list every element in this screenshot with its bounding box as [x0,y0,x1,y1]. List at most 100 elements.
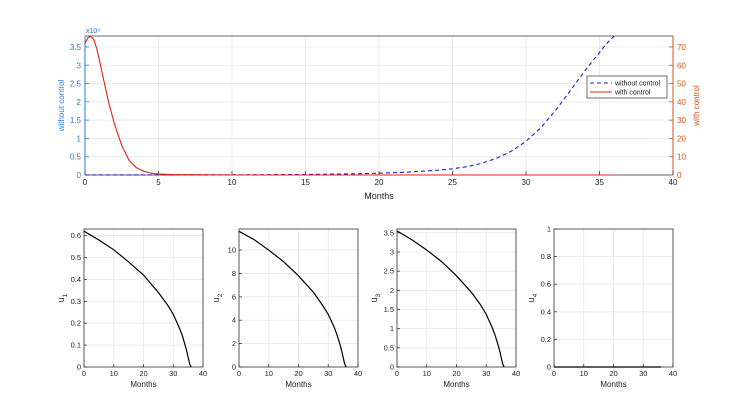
u2-x-tick-label-3: 30 [324,369,332,378]
u1-x-tick-label-1: 10 [110,369,118,378]
u3-x-axis-label: Months [443,380,469,389]
control-chart-u1: 0 10 20 30 40 0 0.1 0.2 0.3 0.4 0.5 0.6 Months u1 [56,228,207,389]
u4-y-axis-label-subscript: 4 [532,293,539,297]
u1-y-tick-label-2: 0.2 [71,319,81,328]
u2-x-axis-label: Months [285,380,311,389]
u2-x-tick-label-0: 0 [237,369,241,378]
u2-y-tick-label-4: 8 [232,269,236,278]
u3-y-axis-label: u3 [369,293,382,302]
u4-x-tick-label-3: 30 [639,369,647,378]
u2-x-tick-label-2: 20 [294,369,302,378]
top-left-y-axis-label: without control [57,79,66,132]
u1-x-tick-label-3: 30 [169,369,177,378]
u4-y-tick-label-3: 0.6 [541,280,551,289]
u1-y-tick-label-5: 0.5 [71,253,81,262]
u1-y-axis-label-base: u [56,297,66,302]
u3-x-tick-label-3: 30 [482,369,490,378]
u4-y-axis-label-base: u [526,297,536,302]
u4-x-tick-label-0: 0 [552,369,556,378]
u1-y-tick-label-4: 0.4 [71,275,81,284]
u1-y-tick-label-3: 0.3 [71,297,81,306]
top-right-y-tick-label-5: 50 [677,80,686,89]
u3-y-axis-label-subscript: 3 [375,293,382,297]
top-x-tick-label-7: 35 [595,178,604,187]
top-left-y-tick-label-0: 0 [77,171,82,180]
u3-y-tick-label-7: 3.5 [384,228,394,237]
top-x-tick-label-6: 30 [522,178,531,187]
top-left-y-exponent-label: x10⁴ [86,28,100,35]
u3-x-tick-label-2: 20 [452,369,460,378]
u4-x-tick-label-2: 20 [609,369,617,378]
u3-y-tick-label-1: 0.5 [384,343,394,352]
top-left-y-tick-label-5: 2.5 [70,80,82,89]
top-right-y-axis-label: with control [692,85,701,127]
top-right-y-tick-label-4: 40 [677,98,686,107]
u1-y-tick-label-0: 0 [77,363,81,372]
u2-x-tick-label-4: 40 [354,369,362,378]
top-left-y-tick-label-6: 3 [77,61,82,70]
top-right-y-tick-label-1: 10 [677,153,686,162]
top-chart: 0 5 10 15 20 25 30 35 4000.511.522.533.5x10⁴0102… [57,28,701,201]
u2-y-tick-label-0: 0 [232,363,236,372]
u3-x-tick-label-4: 40 [512,369,520,378]
top-left-y-tick-label-4: 2 [77,98,82,107]
u3-y-axis-label-base: u [369,297,379,302]
u2-y-tick-label-3: 6 [232,292,236,301]
u3-x-tick-label-1: 10 [423,369,431,378]
top-left-y-tick-label-1: 0.5 [70,153,82,162]
top-series-line-with-control [84,35,615,176]
control-chart-u4: 0 10 20 30 40 0 0.2 0.4 0.6 0.8 1 Months u4 [526,225,677,390]
u4-x-tick-label-4: 40 [669,369,677,378]
u1-x-tick-label-0: 0 [82,369,86,378]
u4-y-axis-label: u4 [526,293,539,302]
u3-y-tick-label-5: 2.5 [384,267,394,276]
u2-series-line [238,230,347,368]
u1-y-tick-label-6: 0.6 [71,231,81,240]
u4-y-tick-label-1: 0.2 [541,335,551,344]
u1-y-tick-label-1: 0.1 [71,341,81,350]
u2-y-axis-label-subscript: 2 [217,293,224,297]
u4-x-axis-label: Months [600,380,626,389]
top-x-tick-label-3: 15 [301,178,310,187]
u2-y-axis-label: u2 [211,293,224,302]
u2-y-axis-label-base: u [211,297,221,302]
u4-y-tick-label-5: 1 [547,225,551,234]
u3-series-line [396,230,505,368]
top-x-tick-label-0: 0 [83,178,88,187]
top-left-y-tick-label-2: 1 [77,134,82,143]
top-x-tick-label-8: 40 [669,178,678,187]
u1-y-axis-label: u1 [56,293,69,302]
top-x-axis-label: Months [364,191,394,201]
top-x-tick-label-4: 20 [375,178,384,187]
u3-y-tick-label-2: 1 [390,324,394,333]
u3-x-tick-label-0: 0 [395,369,399,378]
top-legend-label-1: with control [614,90,651,97]
u3-y-tick-label-0: 0 [390,363,394,372]
u1-x-tick-label-4: 40 [199,369,207,378]
top-right-y-tick-label-0: 0 [677,171,682,180]
u4-x-tick-label-1: 10 [580,369,588,378]
top-legend-label-0: without control [614,81,661,88]
top-x-tick-label-5: 25 [448,178,457,187]
u4-y-tick-label-0: 0 [547,363,551,372]
top-x-tick-label-1: 5 [156,178,161,187]
top-right-y-tick-label-7: 70 [677,43,686,52]
u2-y-tick-label-5: 10 [228,246,236,255]
top-right-y-tick-label-3: 30 [677,116,686,125]
u3-y-tick-label-6: 3 [390,248,394,257]
u2-x-tick-label-1: 10 [265,369,273,378]
u3-y-tick-label-4: 2 [390,286,394,295]
u4-y-tick-label-2: 0.4 [541,307,551,316]
top-left-y-tick-label-7: 3.5 [70,43,82,52]
u2-y-tick-label-1: 2 [232,339,236,348]
u1-y-axis-label-subscript: 1 [62,293,69,297]
u3-y-tick-label-3: 1.5 [384,305,394,314]
top-right-y-tick-label-6: 60 [677,61,686,70]
u1-x-tick-label-2: 20 [139,369,147,378]
u4-y-tick-label-4: 0.8 [541,252,551,261]
top-left-y-tick-label-3: 1.5 [70,116,82,125]
u1-series-line [83,230,192,368]
